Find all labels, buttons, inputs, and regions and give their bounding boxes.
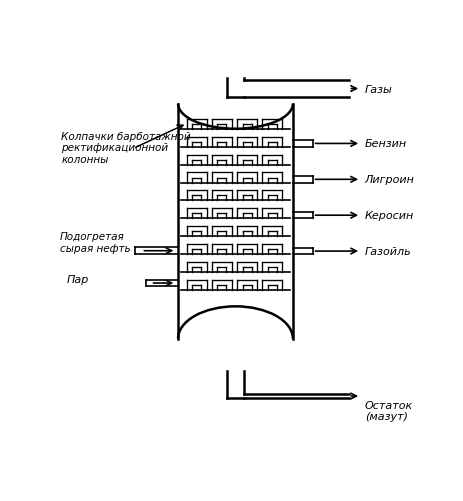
Text: Остаток
(мазут): Остаток (мазут) [365, 400, 413, 421]
Text: Пар: Пар [67, 275, 89, 285]
Text: Керосин: Керосин [365, 211, 414, 221]
Text: Лигроин: Лигроин [365, 175, 414, 185]
Text: Газойль: Газойль [365, 246, 411, 257]
Text: Бензин: Бензин [365, 139, 407, 149]
Text: Газы: Газы [365, 84, 393, 94]
Text: Подогретая
сырая нефть: Подогретая сырая нефть [60, 231, 130, 253]
Text: Колпачки барботажной
ректификационной
колонны: Колпачки барботажной ректификационной ко… [62, 131, 191, 164]
